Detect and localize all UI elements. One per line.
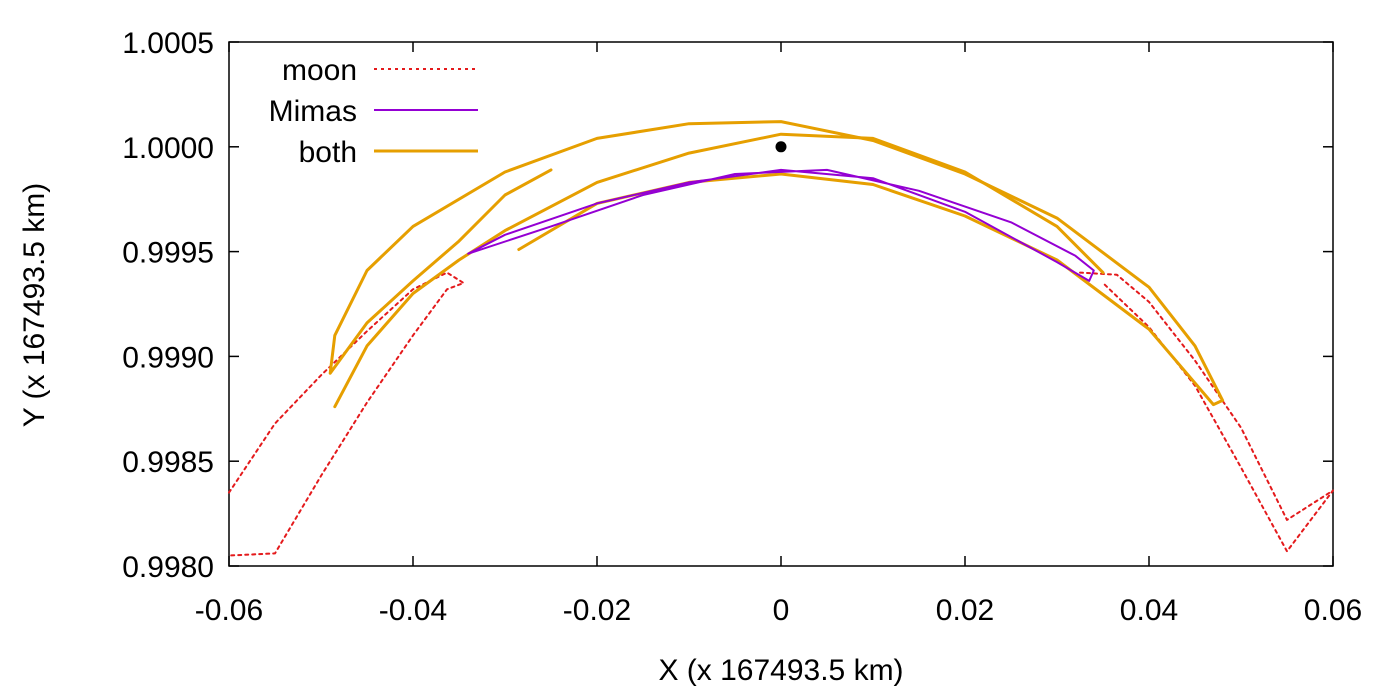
legend-label-mimas: Mimas [269, 95, 357, 128]
x-tick-label: 0.06 [1304, 594, 1362, 627]
series-line-both [333, 132, 1105, 409]
y-tick-label: 0.9990 [122, 341, 214, 374]
series-line-both [328, 120, 1225, 407]
y-axis-label: Y (x 167493.5 km) [18, 183, 51, 428]
legend: moon Mimas both [269, 54, 478, 169]
x-tick-label: -0.02 [563, 594, 631, 627]
y-tick-label: 0.9985 [122, 446, 214, 479]
y-tick-label: 0.9995 [122, 237, 214, 270]
center-point-marker [775, 141, 787, 153]
x-tick-label: 0.02 [936, 594, 994, 627]
x-tick-label: -0.04 [379, 594, 447, 627]
x-tick-label: 0.04 [1120, 594, 1178, 627]
y-tick-label: 1.0005 [122, 27, 214, 60]
series-line-moon [1079, 271, 1334, 553]
series-line-moon [228, 271, 465, 557]
series-line-mimas [467, 168, 1095, 282]
legend-label-both: both [299, 136, 357, 169]
x-axis-label: X (x 167493.5 km) [658, 654, 903, 687]
x-tick-label: 0 [773, 594, 790, 627]
legend-label-moon: moon [282, 54, 357, 87]
data-series [228, 120, 1334, 557]
x-tick-label: -0.06 [195, 594, 263, 627]
y-tick-label: 0.9980 [122, 551, 214, 584]
y-tick-label: 1.0000 [122, 132, 214, 165]
axis-ticks: -0.06 -0.04 -0.02 0 0.02 0.04 0.06 0.9980 0.9985… [122, 27, 1362, 627]
